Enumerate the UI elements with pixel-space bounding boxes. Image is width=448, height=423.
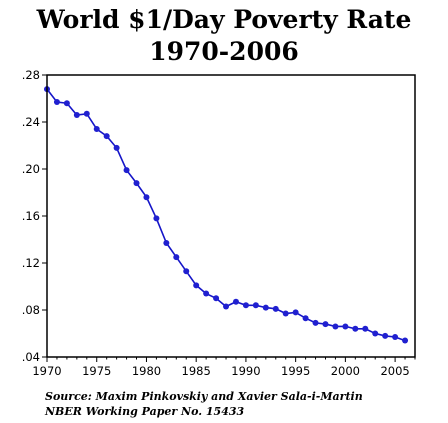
- y-tick-label: .20: [22, 162, 40, 176]
- data-point: [173, 254, 180, 261]
- data-point: [133, 180, 140, 187]
- data-point: [223, 303, 230, 310]
- data-point: [242, 302, 249, 309]
- data-point: [232, 298, 239, 305]
- data-point: [332, 323, 339, 330]
- data-point: [63, 100, 70, 107]
- data-point: [53, 99, 60, 106]
- data-point: [213, 295, 220, 302]
- data-point: [322, 321, 329, 328]
- source-line-2: NBER Working Paper No. 15433: [45, 405, 245, 418]
- x-tick-label: 1975: [82, 364, 111, 378]
- x-tick-label: 1970: [32, 364, 61, 378]
- y-tick-label: .28: [22, 68, 40, 82]
- data-point: [282, 310, 289, 317]
- data-point: [123, 167, 130, 174]
- data-point: [342, 323, 349, 330]
- x-tick-label: 2000: [331, 364, 360, 378]
- series-line: [46, 88, 406, 342]
- data-point: [83, 110, 90, 117]
- data-point: [203, 290, 210, 297]
- data-point: [392, 334, 399, 341]
- x-tick-label: 1990: [231, 364, 260, 378]
- x-tick-label: 1980: [132, 364, 161, 378]
- data-point: [73, 111, 80, 118]
- data-point: [93, 126, 100, 133]
- chart-title: World $1/Day Poverty Rate: [36, 5, 412, 34]
- data-point: [262, 304, 269, 311]
- data-point: [302, 315, 309, 322]
- data-point: [113, 144, 120, 151]
- series-poverty-rate: [44, 86, 409, 344]
- data-point: [372, 330, 379, 337]
- data-point: [143, 194, 150, 201]
- plot-frame: [46, 74, 416, 358]
- data-point: [252, 302, 259, 309]
- data-point: [272, 305, 279, 312]
- data-point: [193, 282, 200, 289]
- data-point: [183, 268, 190, 275]
- source-line-1: Source: Maxim Pinkovskiy and Xavier Sala…: [45, 390, 363, 403]
- data-point: [163, 240, 170, 247]
- data-point: [352, 325, 359, 332]
- y-tick-label: .16: [22, 209, 40, 223]
- x-tick-label: 1995: [281, 364, 310, 378]
- x-tick-label: 1985: [182, 364, 211, 378]
- data-point: [402, 337, 409, 344]
- data-point: [292, 309, 299, 316]
- x-axis: 1970 1975 1980 1985 1990 1995 2000 2005: [32, 357, 416, 378]
- y-tick-label: .24: [22, 115, 40, 129]
- y-tick-label: .08: [22, 303, 40, 317]
- data-point: [362, 325, 369, 332]
- y-tick-label: .04: [22, 350, 40, 364]
- y-tick-label: .12: [22, 256, 40, 270]
- x-tick-label: 2005: [380, 364, 409, 378]
- chart-subtitle: 1970-2006: [149, 37, 299, 66]
- data-point: [312, 319, 319, 326]
- y-axis: .04 .08 .12 .16 .20 .24 .28: [22, 68, 47, 364]
- data-point: [153, 215, 160, 222]
- data-point: [382, 332, 389, 339]
- data-point: [103, 133, 110, 140]
